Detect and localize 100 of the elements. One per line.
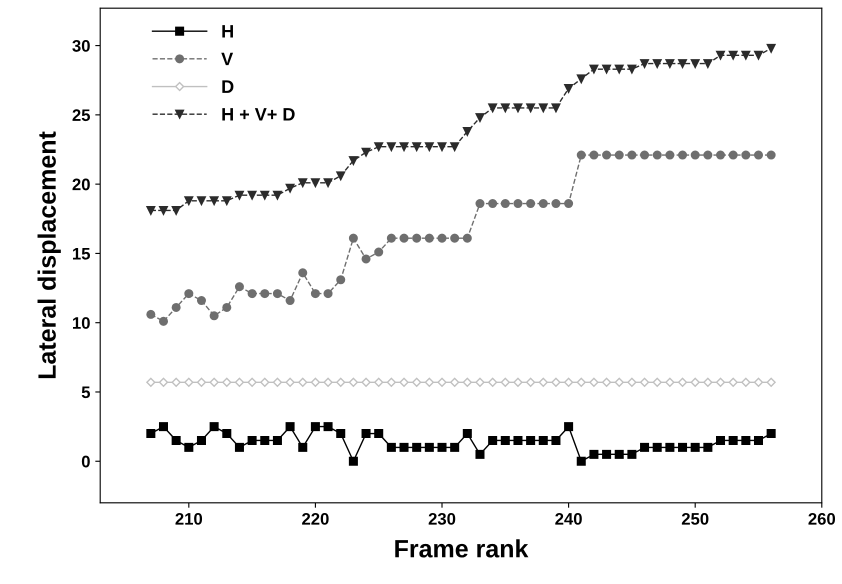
point (462, 429, 472, 438)
point (272, 436, 282, 445)
point (551, 103, 560, 112)
point (386, 378, 396, 387)
point (652, 378, 662, 387)
point (386, 142, 396, 152)
point (678, 378, 688, 387)
point (437, 378, 447, 387)
point (172, 206, 181, 215)
point (437, 234, 447, 243)
x-tick-label: 240 (555, 512, 582, 525)
point (362, 148, 371, 157)
point (158, 206, 168, 215)
point (665, 150, 674, 160)
point (210, 422, 219, 432)
point (627, 64, 636, 74)
point (298, 178, 308, 188)
point (627, 450, 636, 459)
point (526, 103, 536, 112)
point (450, 442, 460, 452)
point (424, 442, 434, 452)
point (146, 429, 156, 438)
point (526, 199, 536, 208)
point (298, 268, 308, 278)
point (602, 64, 612, 74)
y-tick-label: 5 (82, 386, 90, 398)
point (260, 436, 270, 445)
point (754, 150, 764, 160)
point (324, 178, 333, 188)
point (766, 429, 776, 438)
point (564, 199, 574, 208)
point (336, 171, 346, 180)
point (222, 302, 232, 312)
point (576, 74, 586, 84)
point (234, 442, 244, 452)
point (323, 378, 333, 387)
point (500, 103, 510, 112)
point (285, 378, 295, 387)
y-tick-label: 10 (72, 317, 90, 329)
point (551, 378, 561, 387)
point (437, 442, 447, 452)
point (450, 234, 460, 243)
point (538, 436, 548, 445)
point (703, 59, 712, 68)
point (222, 429, 232, 438)
point (184, 442, 194, 452)
point (652, 442, 662, 452)
point (172, 436, 181, 445)
point (716, 50, 726, 60)
point (678, 442, 688, 452)
point (412, 142, 422, 152)
point (526, 436, 536, 445)
point (260, 190, 270, 200)
point (652, 59, 662, 68)
point (500, 436, 510, 445)
point (589, 450, 598, 459)
point (400, 142, 409, 152)
point (665, 59, 674, 68)
point (196, 196, 206, 206)
point (286, 184, 295, 193)
point (172, 378, 181, 387)
point (614, 64, 624, 74)
point (690, 442, 700, 452)
point (362, 429, 371, 438)
point (475, 450, 484, 459)
point (754, 436, 764, 445)
point (728, 50, 738, 60)
point (665, 442, 674, 452)
point (627, 150, 636, 160)
point (614, 150, 624, 160)
x-tick-label: 210 (175, 512, 202, 525)
point (766, 44, 776, 53)
legend-label: H (222, 25, 233, 38)
point (513, 436, 522, 445)
point (222, 378, 232, 387)
point (475, 199, 484, 208)
point (754, 50, 764, 60)
point (564, 422, 574, 432)
point (690, 59, 700, 68)
point (462, 234, 472, 243)
point (564, 378, 574, 387)
point (400, 234, 409, 243)
point (272, 378, 282, 387)
point (475, 113, 484, 122)
point (437, 142, 447, 152)
point (310, 178, 320, 188)
point (602, 450, 612, 459)
point (348, 156, 358, 166)
point (247, 378, 257, 387)
point (310, 378, 320, 387)
y-tick-label: 25 (72, 109, 90, 122)
point (728, 378, 738, 387)
point (210, 378, 219, 387)
point (589, 150, 598, 160)
point (766, 378, 776, 387)
point (488, 103, 498, 112)
point (260, 378, 270, 387)
point (526, 378, 536, 387)
point (614, 450, 624, 459)
point (450, 142, 460, 152)
